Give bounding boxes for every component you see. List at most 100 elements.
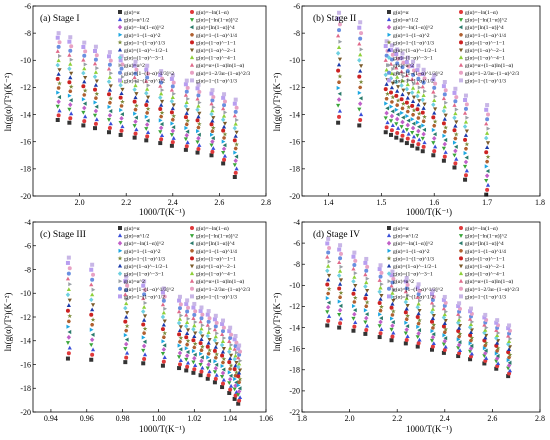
data-point: [404, 100, 409, 105]
y-tick-label: -14: [20, 337, 31, 346]
data-point: [378, 331, 383, 336]
legend-entry: g(α)=[−ln(1−α)]^2: [465, 17, 507, 24]
legend-entry: g(α)=1−2/3α−(1−α)^2/3: [465, 286, 519, 293]
data-point: [406, 118, 411, 123]
data-point: [351, 328, 356, 333]
panel-3-points: [325, 236, 513, 379]
data-point: [462, 164, 468, 169]
legend-marker: [190, 294, 194, 299]
legend-entry: g(α)=(1−α)^−1−1: [465, 255, 505, 262]
data-point: [145, 86, 150, 91]
data-point: [236, 355, 241, 360]
data-point: [233, 109, 238, 114]
data-point: [123, 279, 128, 284]
data-point: [416, 124, 421, 129]
data-point: [395, 131, 400, 135]
data-point: [170, 73, 175, 78]
data-point: [93, 70, 99, 74]
legend-marker: [117, 39, 123, 45]
data-point: [221, 377, 226, 382]
data-point: [399, 125, 404, 129]
data-point: [464, 129, 469, 134]
data-point: [326, 236, 331, 241]
legend-marker: [118, 32, 123, 37]
y-tick-label: -22: [289, 408, 300, 417]
data-point: [401, 60, 406, 65]
legend-entry: g(α)=1−(1−α)^1/3: [196, 293, 237, 300]
legend-marker: [387, 279, 392, 284]
data-point: [383, 58, 388, 62]
data-point: [394, 79, 399, 85]
data-point: [483, 340, 489, 346]
data-point: [237, 395, 243, 400]
data-point: [416, 128, 421, 134]
data-point: [211, 105, 216, 110]
data-point: [209, 101, 214, 106]
data-point: [212, 317, 217, 322]
data-point: [213, 359, 218, 364]
y-tick-label: -4: [24, 218, 31, 227]
data-point: [453, 123, 458, 128]
data-point: [415, 335, 420, 340]
data-point: [90, 323, 95, 327]
data-point: [485, 145, 490, 149]
data-point: [233, 334, 238, 338]
data-point: [142, 357, 147, 361]
data-point: [395, 88, 400, 93]
data-point: [443, 319, 448, 323]
data-point: [198, 363, 203, 367]
y-tick-label: -4: [293, 218, 300, 227]
data-point: [161, 322, 166, 327]
data-point: [123, 292, 128, 297]
data-point: [506, 374, 511, 379]
data-point: [483, 348, 488, 353]
data-point: [337, 57, 343, 62]
data-point: [57, 80, 62, 86]
data-point: [385, 91, 390, 96]
data-point: [68, 35, 73, 40]
data-point: [394, 135, 399, 140]
data-point: [494, 328, 499, 332]
data-point: [431, 115, 436, 120]
data-point: [227, 349, 232, 355]
data-point: [410, 125, 416, 131]
data-point: [160, 314, 166, 320]
data-point: [506, 333, 511, 338]
data-point: [236, 346, 241, 351]
data-point: [183, 147, 188, 152]
data-point: [184, 346, 189, 351]
data-point: [210, 98, 215, 103]
data-point: [415, 304, 420, 310]
data-point: [119, 128, 124, 133]
data-point: [81, 110, 86, 115]
data-point: [336, 62, 342, 67]
y-tick-label: -10: [20, 289, 31, 298]
data-point: [227, 381, 232, 385]
legend-entry: g(α)=(1−α)^−4−1: [196, 55, 236, 62]
data-point: [390, 81, 395, 86]
legend-marker: [387, 70, 391, 75]
data-point: [468, 309, 473, 314]
data-point: [352, 324, 357, 329]
panel-d-ylabel: ln(g(α)/T²)(K⁻²): [272, 293, 282, 352]
data-point: [409, 90, 415, 96]
data-point: [227, 360, 232, 365]
data-point: [82, 119, 87, 124]
legend-marker: [459, 40, 463, 45]
y-tick-label: -12: [289, 302, 300, 311]
data-point: [66, 255, 71, 260]
data-point: [159, 102, 164, 107]
data-point: [184, 335, 189, 340]
data-point: [453, 144, 458, 149]
data-point: [207, 369, 212, 374]
data-point: [410, 64, 415, 69]
legend-marker: [459, 249, 463, 253]
x-tick-label: 2.6: [214, 198, 224, 207]
data-point: [325, 254, 330, 259]
data-point: [463, 119, 469, 124]
data-point: [237, 398, 242, 403]
legend-entry: g(α)=[1−(1−α)^1/3]^2: [393, 70, 443, 77]
legend-entry: g(α)=1−2/3α−(1−α)^2/3: [196, 286, 250, 293]
data-point: [81, 84, 86, 89]
data-point: [484, 150, 489, 155]
